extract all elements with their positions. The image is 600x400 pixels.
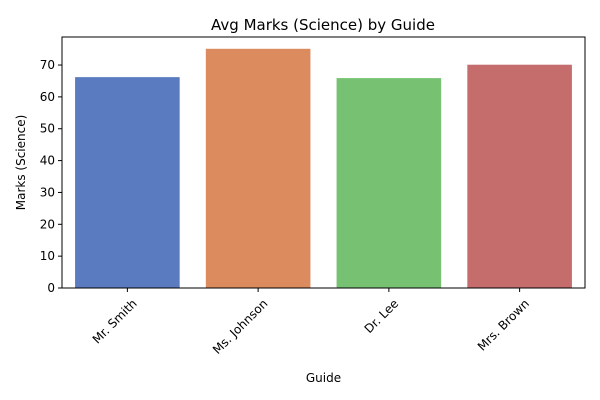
y-tick-label: 70: [40, 58, 55, 72]
x-tick-label: Mr. Smith: [90, 296, 140, 346]
x-axis: Mr. Smith Ms. Johnson Dr. Lee Mrs. Brown: [90, 288, 532, 357]
y-tick-label: 0: [47, 281, 55, 295]
x-tick-label: Mrs. Brown: [475, 296, 532, 353]
y-tick-label: 20: [40, 217, 55, 231]
x-axis-label: Guide: [306, 371, 341, 385]
bars-group: [75, 48, 572, 288]
y-tick-label: 30: [40, 185, 55, 199]
x-tick-label: Ms. Johnson: [210, 296, 270, 356]
chart-title: Avg Marks (Science) by Guide: [211, 16, 435, 34]
plot-frame: [61, 36, 586, 289]
y-axis-label: Marks (Science): [14, 115, 28, 211]
y-tick-label: 50: [40, 122, 55, 136]
bar-mrs-brown: [467, 64, 572, 288]
y-tick-label: 40: [40, 154, 55, 168]
y-tick-label: 60: [40, 90, 55, 104]
bar-mr-smith: [75, 77, 180, 288]
y-axis: 0 10 20 30 40 50 60 70: [40, 58, 62, 295]
bar-ms-johnson: [205, 48, 311, 288]
y-tick-label: 10: [40, 249, 55, 263]
bar-dr-lee: [336, 78, 442, 288]
x-tick-label: Dr. Lee: [362, 296, 402, 336]
